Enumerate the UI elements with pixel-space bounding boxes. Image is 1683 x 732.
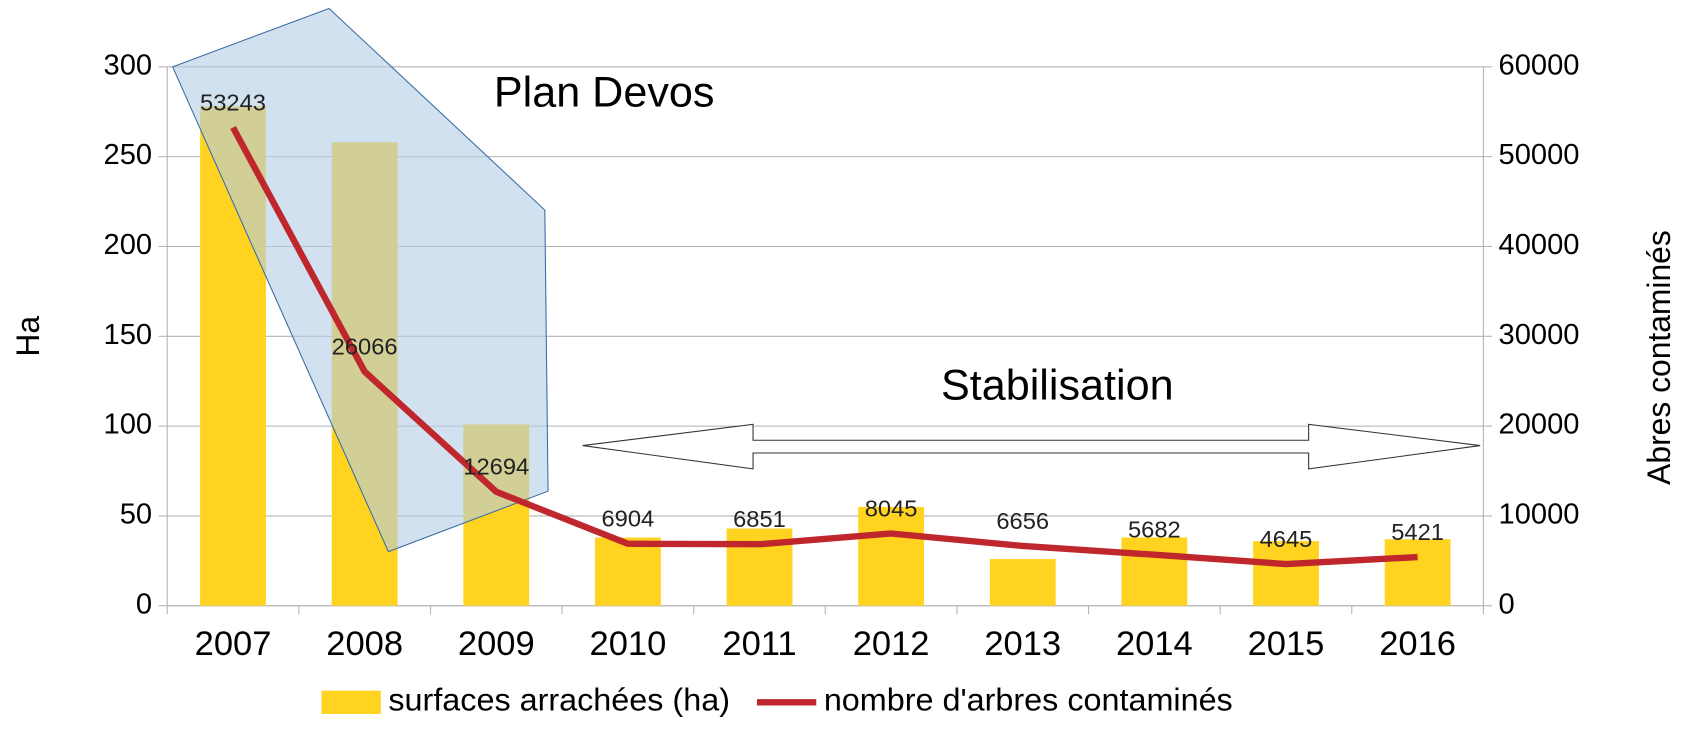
data-label: 5682 <box>1128 517 1181 543</box>
y2-tick-label: 20000 <box>1499 409 1580 441</box>
annotation: Stabilisation <box>941 362 1174 410</box>
x-tick-label: 2011 <box>722 625 796 663</box>
legend-swatch <box>321 690 381 714</box>
y-tick-label: 250 <box>104 139 153 171</box>
line-layer: 53243 26066 12694 6904 6851 8045 6656 5682 4645 5… <box>200 90 1444 568</box>
x-tick-label: 2016 <box>1379 625 1456 663</box>
x-tick-label: 2013 <box>984 625 1061 663</box>
y2-axis-title: Abres contaminés <box>1641 230 1677 485</box>
bar <box>1384 539 1451 606</box>
x-tick-label: 2012 <box>853 625 930 663</box>
y-tick-label: 300 <box>104 50 153 82</box>
data-label: 6904 <box>602 506 655 532</box>
y-tick-label: 150 <box>104 319 153 351</box>
y2-tick-label: 50000 <box>1499 139 1580 171</box>
y2-tick-label: 30000 <box>1499 319 1580 351</box>
annotation: Plan Devos <box>494 69 715 117</box>
y2-tick-label: 0 <box>1499 589 1515 621</box>
data-label: 5421 <box>1391 519 1444 545</box>
legend-label: nombre d'arbres contaminés <box>824 682 1233 718</box>
y-tick-label: 50 <box>120 499 152 531</box>
y-tick-label: 200 <box>104 229 153 261</box>
bar <box>594 537 661 606</box>
legend: surfaces arrachées (ha) nombre d'arbres c… <box>321 682 1233 718</box>
legend-label: surfaces arrachées (ha) <box>388 682 730 718</box>
y2-tick-label: 40000 <box>1499 229 1580 261</box>
data-label: 8045 <box>865 496 918 522</box>
y-tick-label: 100 <box>104 409 153 441</box>
x-tick-label: 2009 <box>458 625 535 663</box>
y2-tick-label: 10000 <box>1499 499 1580 531</box>
bar <box>1253 541 1319 606</box>
plan-devos-region <box>171 7 549 553</box>
y2-tick-label: 60000 <box>1499 50 1580 82</box>
y-axis-title: Ha <box>10 316 46 357</box>
x-tick-label: 2010 <box>590 625 667 663</box>
x-tick-label: 2007 <box>195 625 272 663</box>
x-tick-label: 2014 <box>1116 625 1193 663</box>
bar <box>989 559 1056 606</box>
data-label: 53243 <box>200 90 266 116</box>
y-tick-label: 0 <box>136 589 152 621</box>
data-label: 6851 <box>733 506 786 532</box>
annotation-layer: Plan Devos Stabilisation <box>171 7 1481 553</box>
bar <box>858 506 925 606</box>
bar <box>1121 537 1188 606</box>
stabilisation-arrow <box>582 423 1481 470</box>
line <box>230 126 1418 568</box>
x-tick-label: 2008 <box>326 625 403 663</box>
data-label: 26066 <box>332 334 398 360</box>
data-label: 6656 <box>996 508 1049 534</box>
data-label: 12694 <box>463 454 529 480</box>
x-tick-label: 2015 <box>1248 625 1325 663</box>
data-label: 4645 <box>1260 526 1313 552</box>
